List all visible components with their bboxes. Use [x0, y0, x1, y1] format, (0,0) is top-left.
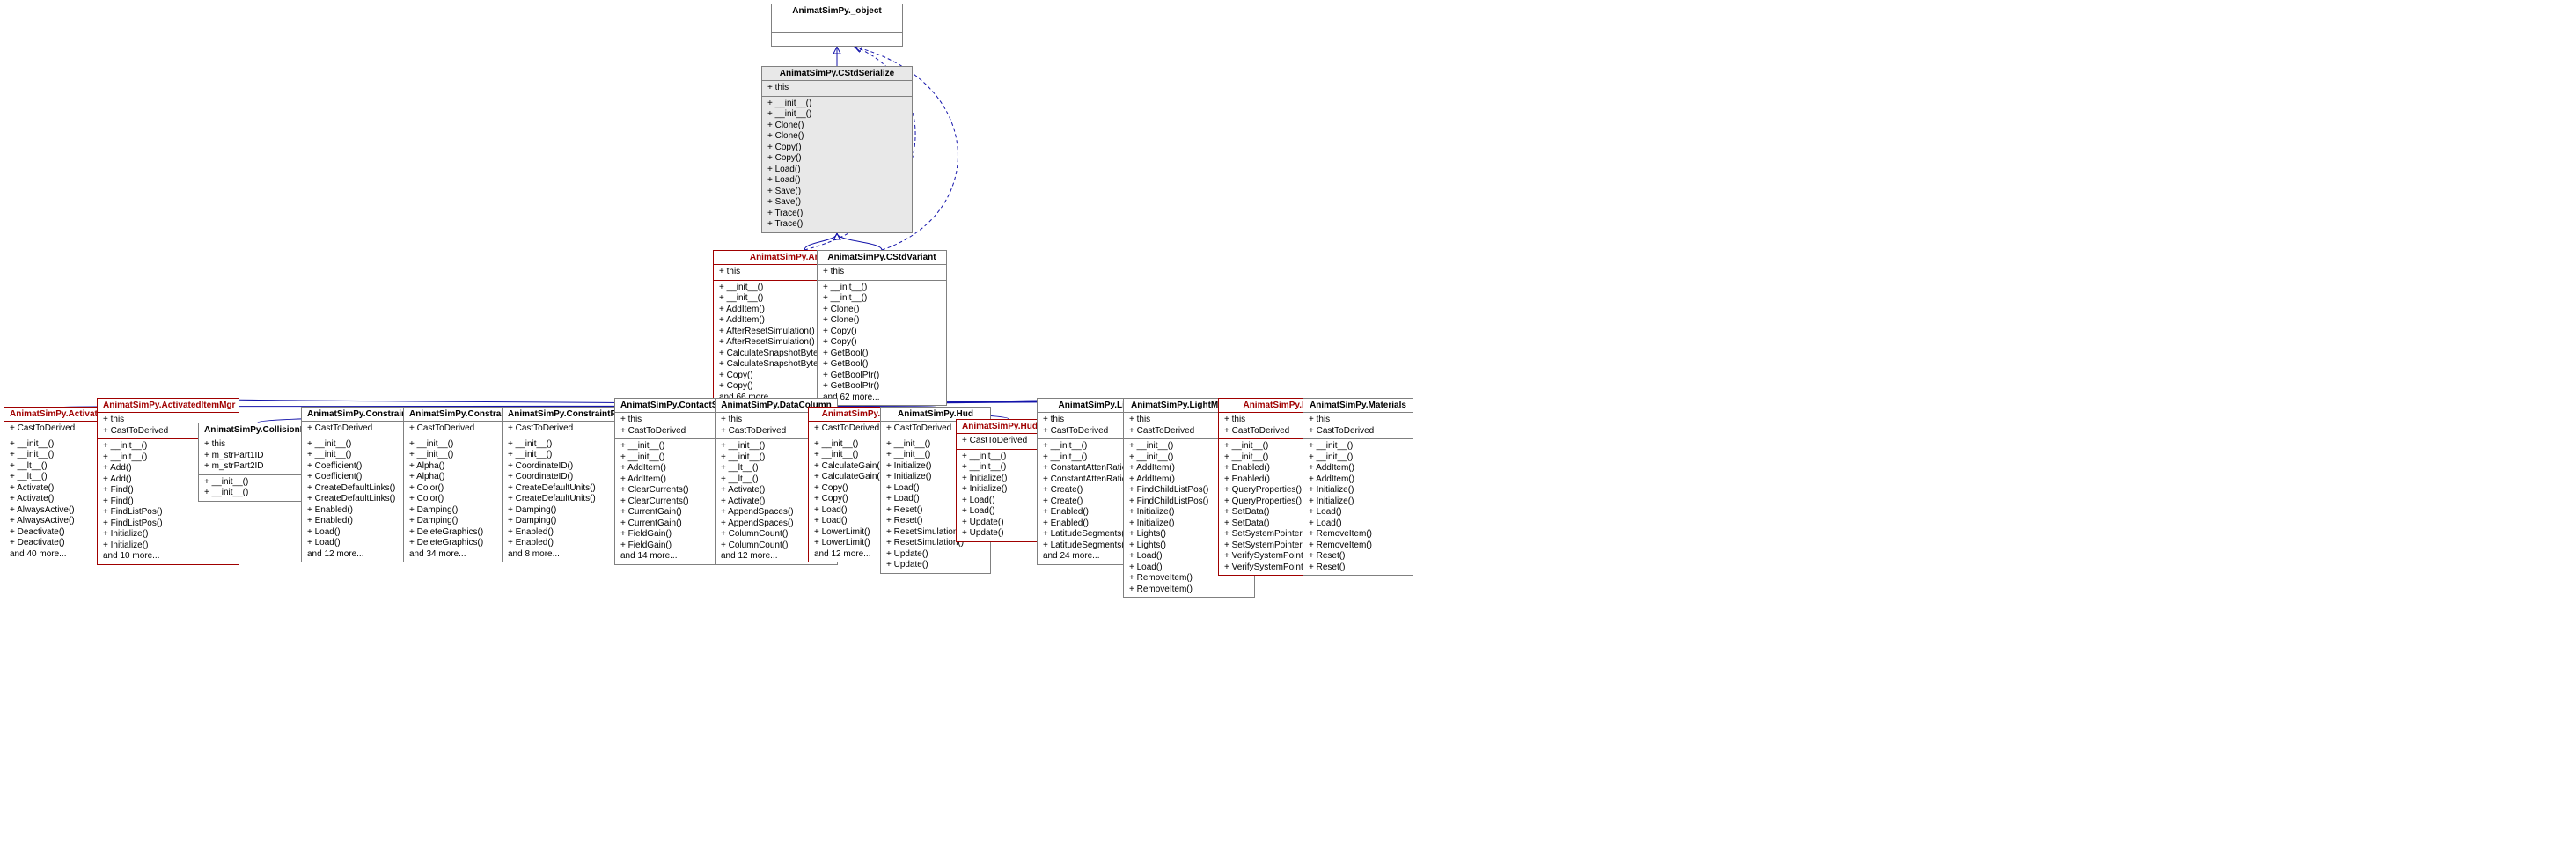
methods-section: + __init__()+ __init__()+ Clone()+ Clone… — [762, 97, 912, 232]
member-line: + Reset() — [1309, 551, 1407, 562]
member-line: + Initialize() — [1309, 496, 1407, 508]
attributes-section: + this — [762, 81, 912, 97]
member-line: + GetBool() — [823, 359, 941, 371]
attributes-section: + this — [818, 265, 946, 281]
member-line: + Trace() — [767, 219, 906, 231]
member-line: + Trace() — [767, 209, 906, 220]
member-line: + Copy() — [767, 153, 906, 165]
member-line: + m_strPart2ID — [204, 461, 312, 473]
node-title[interactable]: AnimatSimPy.Materials — [1303, 399, 1413, 413]
member-line: + m_strPart1ID — [204, 451, 312, 462]
member-line: + __init__() — [823, 293, 941, 305]
member-line: + __init__() — [767, 99, 906, 110]
member-line: + Copy() — [823, 327, 941, 338]
member-line: + RemoveItem() — [1129, 584, 1249, 596]
methods-section: + __init__()+ __init__()+ AddItem()+ Add… — [1303, 439, 1413, 575]
member-line: + Initialize() — [103, 540, 233, 552]
member-line: + RemoveItem() — [1309, 540, 1407, 552]
node-var: AnimatSimPy.CStdVariant + this + __init__(… — [817, 250, 947, 406]
member-line: + Save() — [767, 187, 906, 198]
node-title[interactable]: AnimatSimPy.CStdSerialize — [762, 67, 912, 81]
member-line: + GetBoolPtr() — [823, 381, 941, 393]
node-cp: AnimatSimPy.CollisionPair+ this+ m_strPa… — [198, 423, 318, 502]
member-line: + CastToDerived — [1309, 426, 1407, 437]
node-mat: AnimatSimPy.Materials+ this+ CastToDeriv… — [1303, 398, 1413, 576]
member-line: + Clone() — [767, 121, 906, 132]
member-line: + __init__() — [1309, 452, 1407, 464]
member-line: + AddItem() — [1309, 463, 1407, 474]
member-line: + __init__() — [1309, 441, 1407, 452]
member-line: + RemoveItem() — [1309, 529, 1407, 540]
member-line: + AddItem() — [1309, 474, 1407, 486]
node-title[interactable]: AnimatSimPy.CStdVariant — [818, 251, 946, 265]
member-line: + Initialize() — [1309, 485, 1407, 496]
member-line: + FindListPos() — [103, 518, 233, 530]
member-line: + Clone() — [767, 131, 906, 143]
attributes-section: + this+ CastToDerived — [1303, 413, 1413, 439]
member-line: + this — [1309, 415, 1407, 426]
member-line: + Save() — [767, 197, 906, 209]
member-line: + this — [767, 83, 906, 94]
node-title[interactable]: AnimatSimPy.ActivatedItemMgr — [98, 399, 239, 413]
member-line: + FindListPos() — [103, 507, 233, 518]
edge-var-ser — [837, 233, 882, 250]
member-line: + __init__() — [204, 488, 312, 499]
edge-ab-ser — [804, 233, 837, 250]
member-line: + Copy() — [767, 143, 906, 154]
member-line: + Load() — [767, 175, 906, 187]
attributes-section — [772, 18, 902, 33]
node-ser: AnimatSimPy.CStdSerialize + this + __init_… — [761, 66, 913, 233]
node-title[interactable]: AnimatSimPy._object — [772, 4, 902, 18]
member-line: + Load() — [767, 165, 906, 176]
attributes-section: + this+ m_strPart1ID+ m_strPart2ID — [199, 437, 317, 475]
member-line: + Update() — [886, 560, 985, 571]
member-line: + __init__() — [204, 477, 312, 489]
member-line: and 62 more... — [823, 393, 941, 404]
methods-section: + __init__()+ __init__()+ Clone()+ Clone… — [818, 281, 946, 406]
member-line: + GetBool() — [823, 349, 941, 360]
node-obj: AnimatSimPy._object — [771, 4, 903, 47]
member-line: + Clone() — [823, 315, 941, 327]
member-line: + this — [823, 267, 941, 278]
member-line: + Initialize() — [103, 529, 233, 540]
member-line: + Load() — [1309, 507, 1407, 518]
member-line: + this — [204, 439, 312, 451]
member-line: + Reset() — [1309, 562, 1407, 574]
member-line: + Copy() — [823, 337, 941, 349]
member-line: + __init__() — [823, 283, 941, 294]
member-line: + Update() — [886, 549, 985, 561]
member-line: + __init__() — [767, 109, 906, 121]
member-line: + Load() — [1309, 518, 1407, 530]
methods-section: + __init__()+ __init__() — [199, 475, 317, 501]
member-line: and 10 more... — [103, 551, 233, 562]
member-line: + Clone() — [823, 305, 941, 316]
methods-section — [772, 33, 902, 46]
member-line: + GetBoolPtr() — [823, 371, 941, 382]
node-title[interactable]: AnimatSimPy.CollisionPair — [199, 423, 317, 437]
